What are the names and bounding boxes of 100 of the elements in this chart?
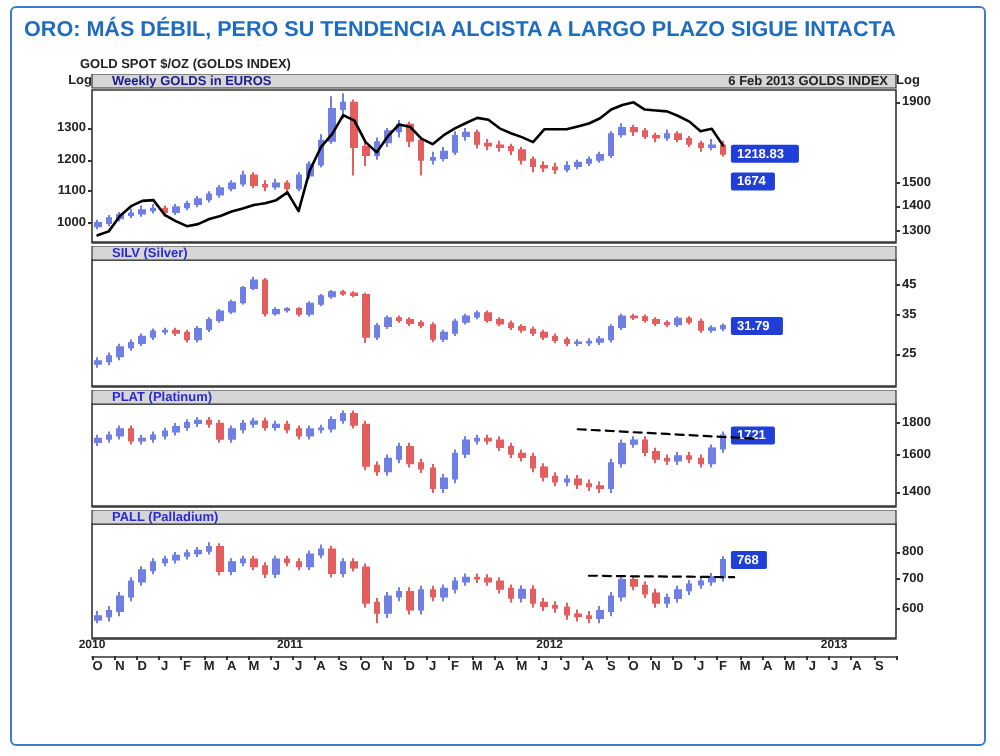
candlestick bbox=[630, 123, 638, 137]
candlestick bbox=[686, 579, 692, 596]
candlestick bbox=[642, 435, 648, 458]
candlestick bbox=[216, 419, 224, 444]
candlestick bbox=[396, 586, 402, 603]
candlestick bbox=[708, 138, 716, 152]
candlestick bbox=[674, 130, 682, 144]
candlestick bbox=[540, 597, 548, 613]
candlestick bbox=[586, 610, 592, 625]
candlestick bbox=[184, 418, 190, 432]
candlestick bbox=[496, 576, 504, 595]
candlestick bbox=[262, 561, 268, 580]
candlestick bbox=[340, 409, 346, 425]
candlestick bbox=[484, 138, 492, 152]
candlestick bbox=[250, 554, 258, 572]
candlestick bbox=[296, 306, 302, 318]
candlestick bbox=[496, 316, 504, 328]
candlestick bbox=[540, 160, 548, 174]
candlestick bbox=[262, 416, 268, 432]
candlestick bbox=[184, 328, 190, 344]
candlestick bbox=[240, 169, 246, 188]
candlestick bbox=[340, 92, 346, 120]
candlestick bbox=[586, 337, 592, 347]
candlestick bbox=[374, 322, 380, 341]
candlestick bbox=[216, 542, 224, 577]
candlestick bbox=[462, 572, 470, 587]
candlestick bbox=[462, 127, 470, 142]
candlestick bbox=[128, 576, 134, 603]
candlestick bbox=[508, 441, 514, 459]
candlestick bbox=[318, 423, 324, 435]
candlestick bbox=[228, 298, 236, 316]
candlestick bbox=[216, 307, 224, 324]
candlestick bbox=[162, 554, 168, 568]
candlestick bbox=[586, 478, 592, 492]
candlestick bbox=[284, 554, 290, 568]
candlestick bbox=[452, 576, 458, 595]
candlestick bbox=[418, 457, 424, 475]
candlestick bbox=[608, 590, 614, 618]
candlestick bbox=[350, 290, 358, 299]
candlestick bbox=[720, 322, 726, 333]
candlestick bbox=[106, 430, 112, 444]
candlestick bbox=[430, 463, 436, 494]
candlestick bbox=[406, 316, 414, 327]
candlestick bbox=[116, 590, 124, 618]
candlestick bbox=[674, 315, 682, 329]
chart-title: ORO: MÁS DÉBIL, PERO SU TENDENCIA ALCISTA A LARGO PLAZO SIGUE INTACTA bbox=[24, 18, 896, 42]
candlestick bbox=[462, 435, 470, 459]
candlestick bbox=[608, 323, 614, 344]
candlestick bbox=[698, 317, 704, 334]
candlestick bbox=[652, 316, 660, 327]
candlestick bbox=[474, 128, 480, 150]
candlestick bbox=[206, 190, 212, 204]
candlestick bbox=[240, 554, 246, 568]
candlestick bbox=[396, 441, 402, 465]
candlestick bbox=[194, 324, 202, 344]
candlestick bbox=[194, 416, 202, 428]
candlestick bbox=[430, 321, 436, 344]
candlestick bbox=[552, 332, 558, 345]
candlestick bbox=[564, 335, 570, 348]
candlestick bbox=[596, 334, 604, 347]
candlestick bbox=[564, 160, 570, 174]
candlestick bbox=[94, 218, 102, 231]
candlestick bbox=[484, 309, 492, 324]
candlestick bbox=[698, 453, 704, 469]
candlestick bbox=[184, 548, 190, 561]
candlestick bbox=[262, 276, 268, 318]
candlestick bbox=[272, 306, 280, 317]
candlestick bbox=[318, 293, 324, 308]
candlestick bbox=[630, 574, 638, 592]
candlestick bbox=[272, 419, 280, 432]
candlestick bbox=[362, 562, 370, 609]
candlestick bbox=[508, 319, 514, 332]
candlestick bbox=[652, 131, 660, 144]
candlestick bbox=[150, 430, 156, 444]
candlestick bbox=[708, 443, 716, 469]
candlestick bbox=[630, 435, 638, 449]
candlestick bbox=[384, 453, 392, 477]
candlestick bbox=[564, 473, 570, 488]
candlestick bbox=[172, 422, 180, 437]
candlestick bbox=[608, 457, 614, 494]
candlestick bbox=[618, 438, 626, 469]
candlestick bbox=[440, 146, 448, 163]
candlestick bbox=[328, 288, 336, 300]
candlestick bbox=[574, 473, 582, 491]
candlestick bbox=[162, 426, 168, 441]
candlestick bbox=[306, 549, 314, 572]
candlestick bbox=[240, 285, 246, 306]
candlestick bbox=[618, 312, 626, 332]
candlestick bbox=[596, 150, 604, 164]
candlestick bbox=[552, 161, 558, 175]
candlestick bbox=[172, 550, 180, 565]
candlestick bbox=[686, 450, 692, 465]
candlestick bbox=[228, 424, 236, 444]
candlestick bbox=[296, 171, 302, 193]
candlestick bbox=[228, 557, 236, 577]
candlestick bbox=[574, 608, 582, 623]
candlestick bbox=[618, 122, 626, 139]
candlestick bbox=[496, 435, 504, 453]
candlestick bbox=[138, 433, 146, 446]
candlestick bbox=[328, 544, 336, 579]
